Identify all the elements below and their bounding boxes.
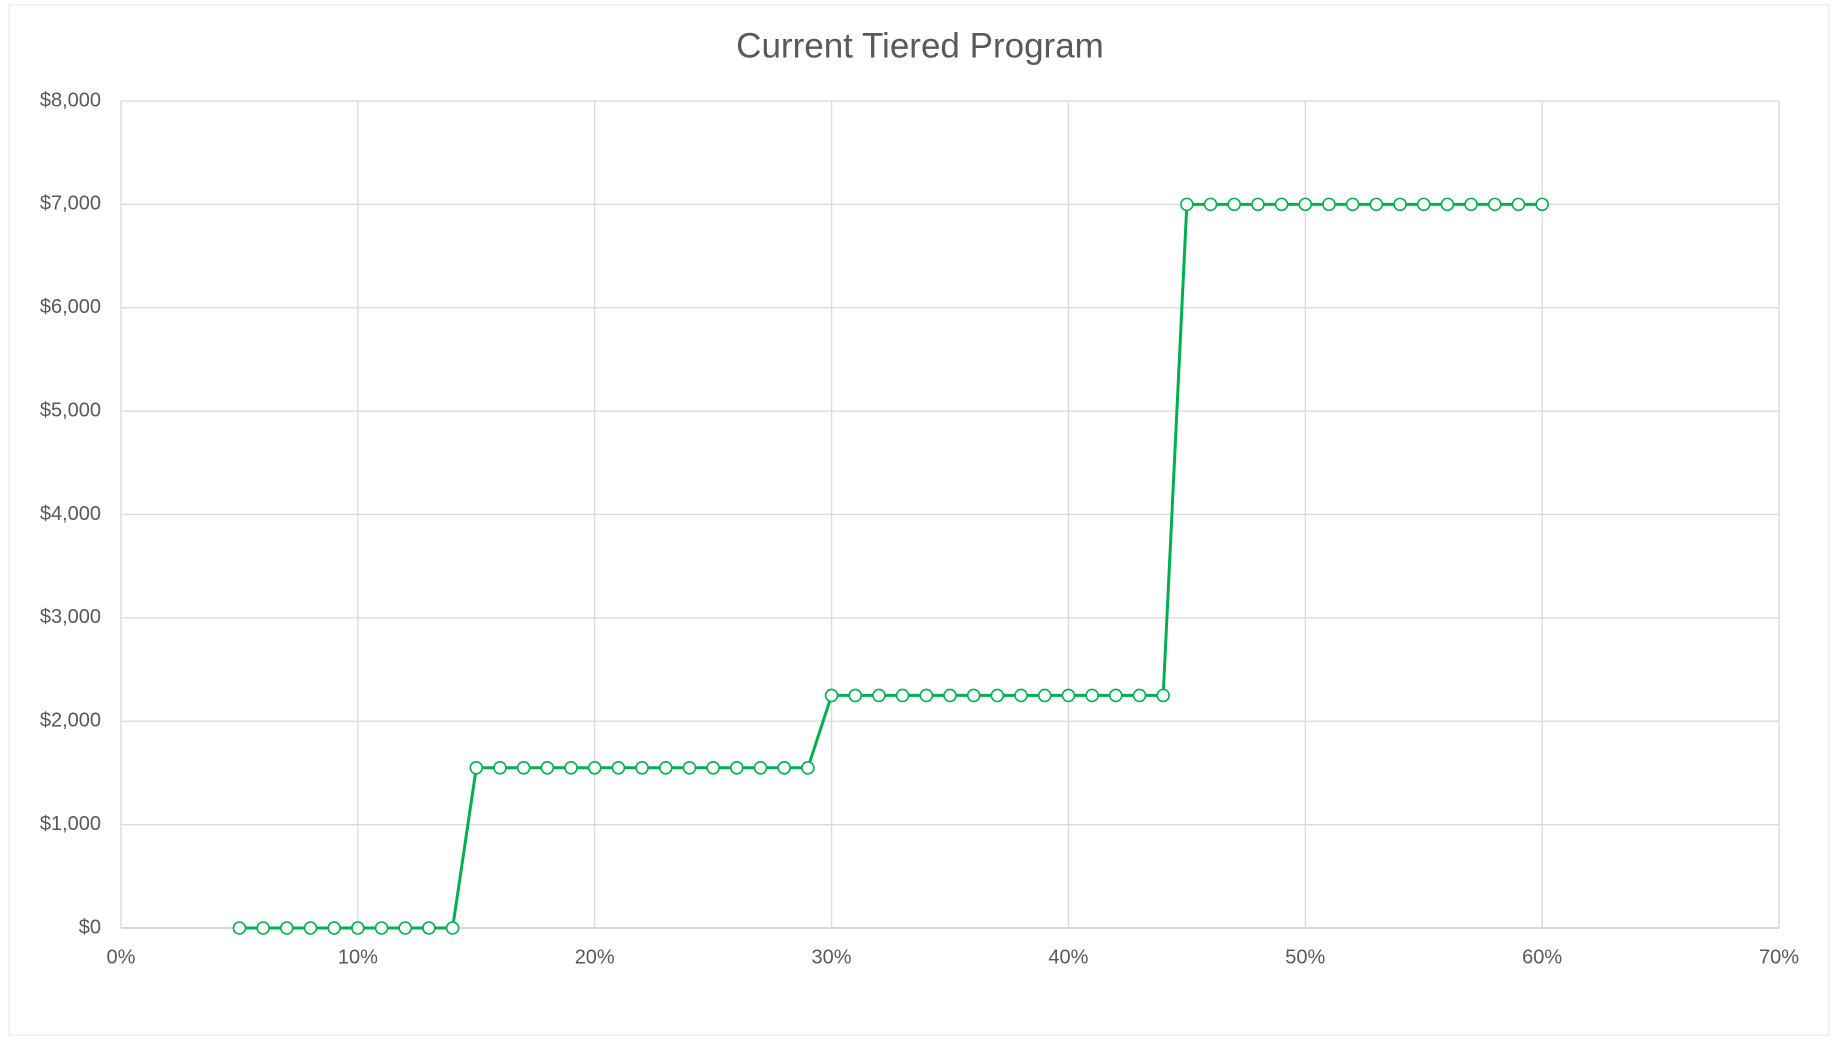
marker (1203, 197, 1218, 212)
y-tick-label: $8,000 (40, 89, 101, 111)
marker (1109, 688, 1123, 703)
marker (374, 921, 389, 935)
marker (516, 760, 531, 775)
x-tick-label: 0% (107, 946, 136, 968)
marker (279, 921, 294, 935)
x-tick-label: 10% (338, 946, 378, 968)
x-tick-label: 20% (575, 946, 615, 968)
marker (1061, 688, 1076, 703)
marker (1251, 197, 1265, 212)
marker (1298, 197, 1313, 212)
x-tick-label: 70% (1759, 946, 1799, 968)
marker (445, 921, 460, 935)
x-tick-label: 30% (812, 946, 852, 968)
marker (919, 688, 934, 703)
marker (1440, 197, 1455, 212)
x-tick-label: 50% (1285, 946, 1325, 968)
marker (1085, 688, 1099, 703)
marker (232, 921, 247, 935)
marker (848, 688, 863, 703)
marker (943, 688, 957, 703)
marker (256, 921, 270, 935)
marker (1014, 688, 1028, 703)
marker (611, 760, 626, 775)
marker (1487, 197, 1502, 212)
marker (493, 760, 507, 775)
marker (351, 921, 365, 935)
y-tick-label: $0 (79, 916, 101, 938)
y-tick-label: $2,000 (40, 710, 101, 732)
marker (1037, 688, 1052, 703)
y-tick-label: $1,000 (40, 813, 101, 835)
marker (564, 760, 578, 775)
marker (777, 760, 792, 775)
marker (1464, 197, 1478, 212)
marker (635, 760, 649, 775)
marker (327, 921, 341, 935)
marker (1393, 197, 1407, 212)
marker (303, 921, 318, 935)
marker (540, 760, 555, 775)
marker (658, 760, 673, 775)
chart-frame (8, 4, 1830, 1036)
marker (824, 688, 839, 703)
marker (398, 921, 413, 935)
x-tick-label: 60% (1522, 946, 1562, 968)
marker (966, 688, 981, 703)
marker (730, 760, 744, 775)
marker (1322, 197, 1336, 212)
x-tick-label: 40% (1048, 946, 1088, 968)
marker (469, 760, 484, 775)
y-tick-label: $7,000 (40, 193, 101, 215)
marker (753, 760, 768, 775)
marker (1180, 197, 1194, 212)
marker (1369, 197, 1384, 212)
marker (990, 688, 1005, 703)
marker (1535, 197, 1549, 212)
marker (682, 760, 697, 775)
marker (1227, 197, 1242, 212)
marker (1345, 197, 1360, 212)
marker (422, 921, 436, 935)
marker (872, 688, 886, 703)
y-tick-label: $6,000 (40, 296, 101, 318)
marker (1274, 197, 1289, 212)
marker (1511, 197, 1526, 212)
marker (895, 688, 910, 703)
chart-title: Current Tiered Program (736, 26, 1104, 65)
marker (706, 760, 720, 775)
y-tick-label: $3,000 (40, 606, 101, 628)
y-tick-label: $4,000 (40, 503, 101, 525)
y-tick-label: $5,000 (40, 399, 101, 421)
marker (1156, 688, 1170, 703)
marker (801, 760, 815, 775)
marker (587, 760, 602, 775)
marker (1416, 197, 1431, 212)
marker (1132, 688, 1147, 703)
